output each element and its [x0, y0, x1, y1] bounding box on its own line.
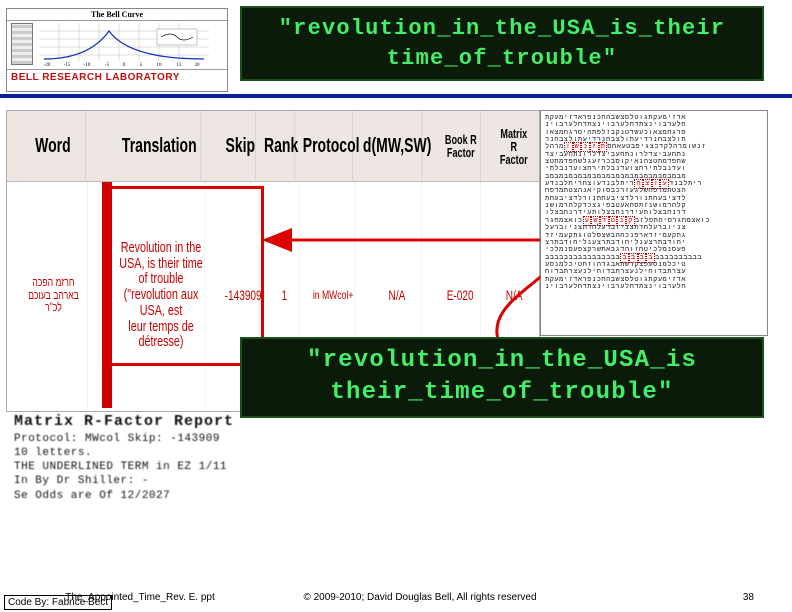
report-line-5: Se Odds are Of 12/2027 — [14, 489, 774, 503]
report-line-2: 10 letters. — [14, 446, 774, 460]
table-header-row: Word Translation Skip Rank Protocol d(MW… — [7, 111, 539, 182]
bell-lab-label: BELL RESEARCH LABORATORY — [7, 69, 227, 85]
footer-copyright: © 2009-2010; David Douglas Bell, All rig… — [280, 592, 560, 603]
col-header-diff: d(MW,SW) — [373, 111, 423, 181]
col-header-word: Word — [21, 111, 86, 181]
footer-codeby: Code By: Fabrice Bect — [4, 595, 112, 610]
codebox-bot-line2: their_time_of_trouble" — [252, 377, 752, 409]
col-header-protocol: Protocol — [310, 111, 353, 181]
hebrew-matrix: אדזימעקתגוטלסצשבהחכנפראדזימעקתחלערבוינצת… — [540, 110, 768, 336]
cell-word: חרזמ הפכה בארהב בעוכם לכ"ר — [20, 182, 87, 408]
col-header-translation: Translation — [117, 111, 200, 181]
svg-text:-15: -15 — [64, 63, 71, 67]
svg-text:-5: -5 — [105, 63, 110, 67]
report-text: Matrix R-Factor Report Protocol: MWcol S… — [14, 412, 774, 503]
col-header-bookr: Book R Factor — [442, 111, 481, 181]
bell-curve-chart: -20 -15 -10 -5 0 5 10 15 20 — [39, 23, 209, 67]
codebox-top-line2: time_of_trouble" — [252, 44, 752, 74]
svg-text:0: 0 — [123, 63, 126, 67]
svg-text:-10: -10 — [84, 63, 91, 67]
svg-text:20: 20 — [195, 63, 201, 67]
cell-translation: Revolution in the USA, is their time of … — [118, 182, 205, 408]
bell-curve-legend — [11, 23, 33, 65]
bell-curve-card: The Bell Curve -20 -15 -10 -5 — [6, 8, 228, 92]
codebox-top-line1: "revolution_in_the_USA_is_their — [252, 14, 752, 44]
red-highlight-bar — [102, 182, 112, 408]
report-line-4: In By Dr Shiller: - — [14, 474, 774, 488]
svg-text:10: 10 — [157, 63, 163, 67]
bell-curve-title: The Bell Curve — [7, 9, 227, 21]
footer-page: 38 — [743, 592, 754, 603]
title-codebox-top: "revolution_in_the_USA_is_their time_of_… — [240, 6, 764, 81]
header-divider — [0, 94, 792, 98]
col-header-rank: Rank — [268, 111, 295, 181]
title-codebox-bottom: "revolution_in_the_USA_is their_time_of_… — [240, 337, 764, 418]
col-header-skip: Skip — [225, 111, 255, 181]
report-line-3: THE UNDERLINED TERM in EZ 1/11 — [14, 460, 774, 474]
codebox-bot-line1: "revolution_in_the_USA_is — [252, 345, 752, 377]
svg-text:15: 15 — [177, 63, 183, 67]
report-line-1: Protocol: MWcol Skip: -143909 — [14, 432, 774, 446]
report-line-0: Matrix R-Factor Report — [14, 412, 774, 432]
col-header-matrixr: Matrix R Factor — [497, 111, 532, 181]
svg-text:5: 5 — [140, 63, 143, 67]
svg-text:-20: -20 — [44, 63, 51, 67]
